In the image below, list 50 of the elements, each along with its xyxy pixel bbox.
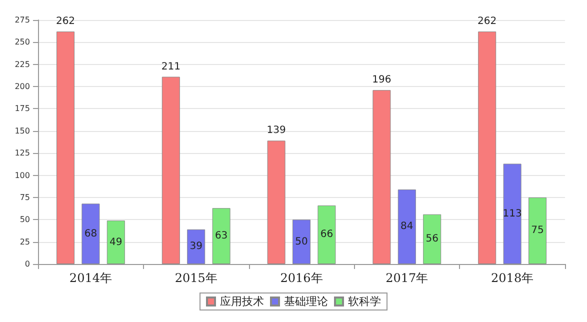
data-label: 39	[190, 241, 202, 252]
data-label: 50	[295, 236, 308, 248]
data-label: 262	[478, 16, 497, 28]
data-label: 113	[502, 208, 522, 220]
bar	[423, 214, 442, 264]
data-label: 75	[531, 225, 544, 236]
bar	[292, 220, 310, 264]
x-tick-label: 2018年	[491, 271, 534, 285]
data-label: 56	[426, 234, 438, 245]
data-label: 139	[266, 125, 286, 136]
bar	[503, 164, 522, 264]
data-label: 196	[372, 74, 392, 86]
x-tick-label: 2015年	[174, 271, 218, 285]
bar	[372, 90, 391, 264]
y-tick-label: 150	[14, 126, 30, 136]
y-tick-label: 175	[14, 104, 30, 114]
y-tick-label: 225	[14, 60, 30, 69]
y-tick-label: 25	[20, 237, 30, 246]
y-tick-label: 50	[20, 215, 30, 224]
bar	[528, 197, 546, 264]
bar	[318, 205, 336, 264]
bar	[267, 140, 286, 264]
data-label: 262	[56, 16, 76, 28]
x-tick-label: 2017年	[386, 271, 428, 285]
bar	[82, 204, 100, 264]
data-label: 84	[400, 221, 414, 232]
y-tick-label: 125	[14, 148, 30, 158]
x-tick-label: 2014年	[69, 271, 112, 285]
legend-label: 应用技术	[220, 295, 264, 308]
y-tick-label: 75	[20, 192, 30, 202]
bar	[162, 76, 180, 264]
y-tick-label: 200	[14, 82, 30, 92]
data-label: 66	[320, 229, 334, 240]
bar	[478, 32, 496, 264]
y-tick-label: 0	[24, 260, 30, 268]
bar	[187, 229, 206, 264]
y-tick-label: 100	[14, 170, 30, 180]
bar	[398, 189, 416, 264]
x-tick-label: 2016年	[280, 271, 323, 285]
data-label: 68	[84, 228, 98, 240]
bar	[56, 32, 74, 264]
legend-label: 软科学	[348, 295, 381, 308]
bar	[106, 220, 125, 264]
y-tick-label: 275	[14, 16, 30, 24]
data-label: 49	[110, 236, 122, 248]
data-label: 211	[161, 61, 180, 72]
legend-label: 基础理论	[284, 295, 328, 308]
data-label: 63	[214, 230, 228, 242]
y-tick-label: 250	[14, 38, 30, 47]
bar	[212, 208, 230, 264]
